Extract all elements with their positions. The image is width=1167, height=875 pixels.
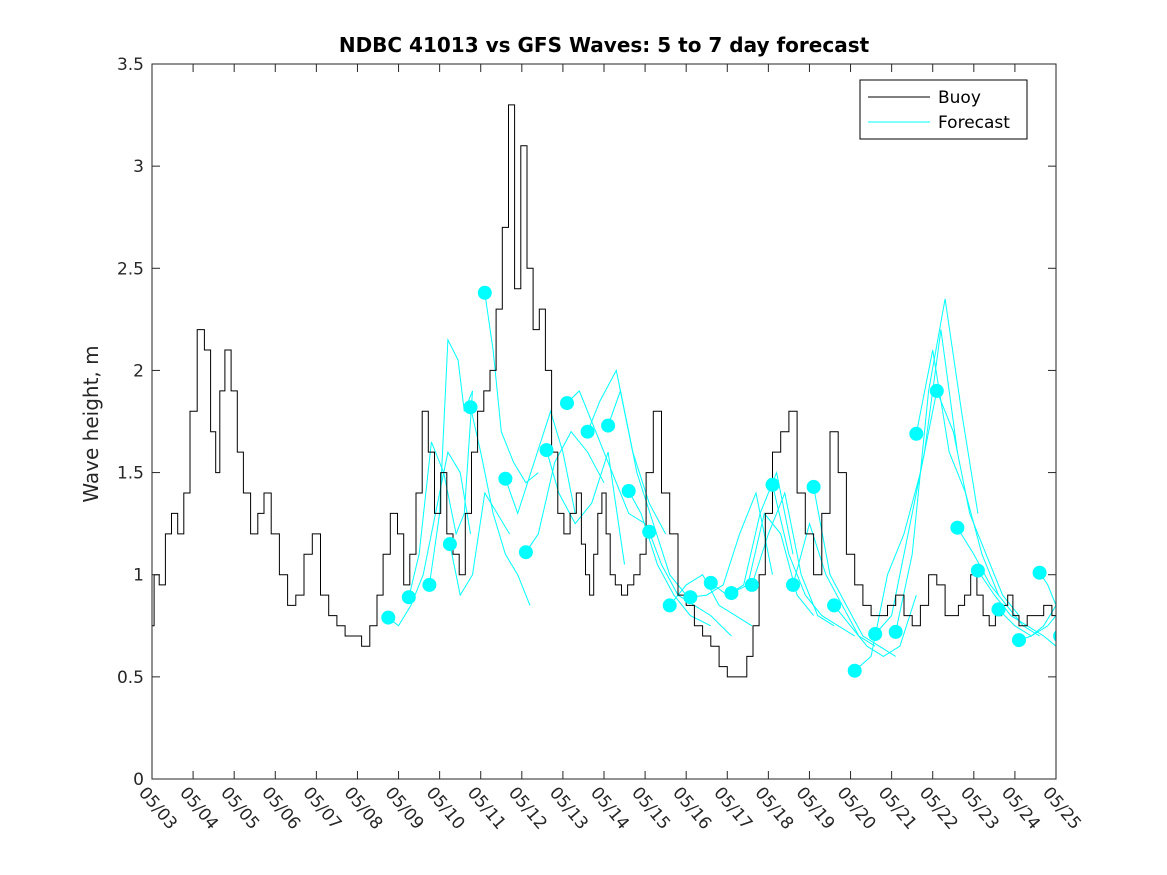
forecast-start-point [786, 577, 800, 592]
forecast-start-point [381, 610, 396, 625]
forecast-start-point [422, 577, 437, 592]
forecast-series-line [546, 449, 625, 565]
x-tick-label: 05/12 [504, 783, 551, 833]
forecast-start-point [868, 627, 883, 641]
forecast-series-line [669, 573, 753, 627]
forecast-start-point [827, 598, 842, 613]
y-tick-label: 3 [133, 157, 144, 177]
forecast-start-point [662, 598, 677, 613]
forecast-start-point [1012, 633, 1026, 648]
forecast-series-line [387, 450, 471, 627]
forecast-series-line [648, 531, 732, 637]
forecast-series-line [525, 430, 605, 553]
x-tick-label: 05/23 [956, 783, 1003, 833]
forecast-start-point [560, 396, 574, 411]
forecast-series-line [449, 491, 510, 597]
x-tick-label: 05/21 [874, 783, 921, 833]
x-tick-label: 05/06 [257, 783, 304, 833]
forecast-start-point [847, 663, 862, 678]
x-tick-label: 05/09 [381, 783, 428, 833]
x-tick-label: 05/18 [751, 783, 798, 833]
x-tick-label: 05/24 [997, 783, 1044, 833]
forecast-start-point [970, 563, 985, 578]
forecast-start-point [621, 484, 636, 498]
buoy-series-line [152, 104, 1056, 678]
forecast-series-line [915, 349, 999, 596]
x-tick-label: 05/22 [915, 783, 962, 833]
forecast-start-point [518, 545, 533, 560]
forecast-start-point [498, 471, 513, 486]
forecast-series-line [874, 329, 958, 635]
forecast-series-line [813, 486, 896, 657]
forecast-series-line [772, 484, 855, 637]
x-tick-label: 05/10 [422, 783, 469, 833]
forecast-series-line [566, 390, 646, 525]
y-axis-ticks: 0 0.5 1 1.5 2 2.5 3 3.5 [117, 55, 1056, 790]
forecast-start-point [539, 443, 554, 458]
forecast-start-point [929, 383, 944, 398]
x-axis-ticks: 05/0305/0405/0505/0605/0705/0805/0905/10… [134, 64, 1085, 834]
forecast-start-point [744, 577, 759, 592]
forecast-series-line [936, 390, 1020, 616]
x-tick-label: 05/03 [134, 783, 181, 833]
forecast-series-line [607, 389, 687, 596]
y-tick-label: 0 [133, 770, 144, 790]
x-tick-label: 05/14 [586, 783, 633, 833]
forecast-start-point [580, 424, 595, 439]
forecast-series-line [484, 292, 539, 484]
x-tick-label: 05/07 [299, 783, 346, 833]
forecast-series-line [895, 298, 979, 633]
legend-forecast-label: Forecast [938, 113, 1010, 133]
forecast-start-point [888, 624, 903, 639]
x-tick-label: 05/25 [1038, 783, 1085, 833]
forecast-series-line [628, 490, 712, 627]
y-tick-label: 2.5 [117, 259, 144, 279]
forecast-start-point [477, 285, 492, 300]
forecast-start-point [724, 586, 739, 601]
forecast-start-point [601, 418, 616, 433]
forecast-series-line [833, 594, 917, 657]
forecast-series-line [504, 409, 576, 515]
forecast-start-point [1053, 630, 1056, 642]
forecast-start-point [401, 590, 416, 605]
forecast-series-line [690, 491, 773, 598]
x-tick-label: 05/15 [627, 783, 674, 833]
y-tick-label: 1 [133, 566, 144, 586]
forecast-start-point [909, 426, 924, 441]
forecast-series-line [470, 407, 531, 606]
forecast-start-point [703, 575, 718, 590]
forecast-start-point [683, 590, 698, 605]
forecast-series-line [731, 512, 814, 616]
x-tick-label: 05/08 [340, 783, 387, 833]
y-tick-label: 0.5 [117, 668, 144, 688]
x-tick-label: 05/17 [709, 783, 756, 833]
axes-box [151, 63, 1057, 780]
forecast-start-point [1032, 565, 1047, 580]
chart-title: NDBC 41013 vs GFS Waves: 5 to 7 day fore… [339, 33, 870, 57]
y-tick-label: 2 [133, 361, 144, 381]
forecast-start-point [642, 524, 657, 539]
forecast-start-point [806, 479, 821, 494]
y-axis-label: Wave height, m [79, 345, 103, 502]
legend-box [859, 79, 1028, 140]
legend: Buoy Forecast [859, 79, 1028, 140]
forecast-start-point [463, 400, 478, 415]
x-tick-label: 05/20 [833, 783, 880, 833]
x-tick-label: 05/11 [463, 783, 510, 833]
y-tick-label: 1.5 [117, 464, 144, 484]
forecast-start-point [991, 602, 1006, 617]
forecast-start-point [765, 477, 780, 492]
forecast-start-point [442, 537, 457, 552]
forecast-start-point [950, 520, 965, 535]
legend-buoy-label: Buoy [938, 88, 981, 108]
y-tick-label: 3.5 [117, 55, 144, 75]
x-tick-label: 05/19 [792, 783, 839, 833]
x-tick-label: 05/13 [545, 783, 592, 833]
plot-area [152, 104, 1056, 678]
x-tick-label: 05/16 [668, 783, 715, 833]
x-tick-label: 05/05 [216, 783, 263, 833]
x-tick-label: 05/04 [175, 783, 222, 833]
forecast-series-line [956, 527, 1040, 637]
